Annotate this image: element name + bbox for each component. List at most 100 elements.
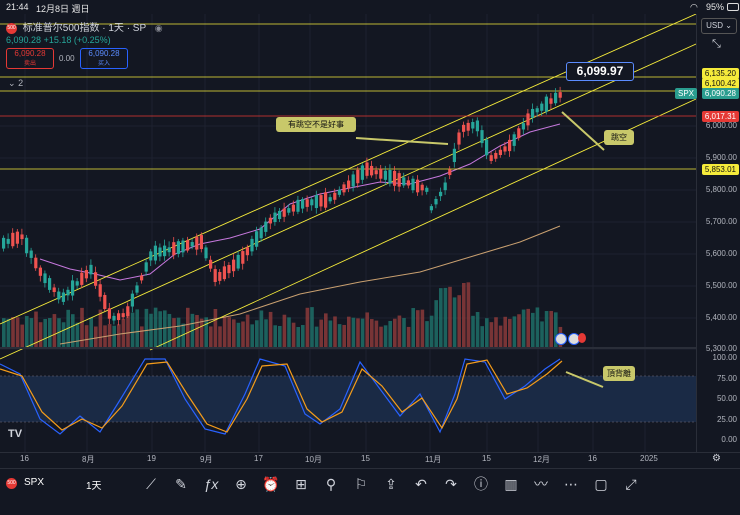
- buy-button[interactable]: 6,090.28 买入: [80, 48, 128, 69]
- time-axis[interactable]: ⚙ 16 8月 19 9月 17 10月 15 11月 15 12月 16 2025: [0, 452, 740, 467]
- eye-icon[interactable]: ◉: [154, 23, 163, 33]
- volume-bar: [98, 309, 103, 347]
- undo-icon[interactable]: ↶: [415, 476, 427, 492]
- symbol-header[interactable]: 500 标准普尔500指数 · 1天 · SP ◉: [6, 19, 306, 35]
- price-axis-label: 5,500.00: [705, 281, 737, 290]
- volume-bar: [245, 314, 250, 347]
- volume-bar: [172, 318, 176, 347]
- candle-body: [57, 291, 61, 300]
- collapse-icon[interactable]: ⤢: [625, 476, 637, 492]
- chart-type-bars-icon[interactable]: ▥: [504, 476, 518, 492]
- candle-body: [360, 165, 364, 180]
- candle-body: [190, 242, 194, 247]
- volume-bar: [38, 322, 43, 347]
- volume-bar: [264, 319, 268, 347]
- indicators-fx-icon[interactable]: ƒx: [203, 476, 219, 492]
- volume-bar: [314, 326, 319, 347]
- candle-body: [167, 247, 171, 253]
- candle-body: [425, 187, 429, 192]
- volume-bar: [34, 311, 38, 347]
- candle-body: [112, 315, 116, 321]
- candle-body: [204, 247, 208, 259]
- share-icon[interactable]: ⇪: [385, 476, 397, 492]
- alarm-clock-icon[interactable]: ⏰: [262, 476, 280, 492]
- candle-body: [75, 281, 79, 286]
- top-divergence-callout[interactable]: 頂背離: [603, 366, 635, 381]
- candle-body: [264, 221, 268, 232]
- volume-bar: [213, 308, 218, 347]
- candle-body: [503, 146, 507, 152]
- volume-bar: [365, 312, 369, 347]
- volume-bar: [383, 325, 388, 347]
- symbol-button[interactable]: SPX: [24, 477, 45, 488]
- candle-body: [301, 199, 305, 209]
- volume-bar: [517, 314, 521, 347]
- price-change: +15.18 (+0.25%): [43, 35, 111, 45]
- candle-body: [508, 139, 512, 152]
- add-icon[interactable]: ⊕: [235, 476, 247, 492]
- candle-body: [29, 250, 33, 258]
- price-chart[interactable]: [0, 14, 696, 452]
- volume-bar: [94, 326, 98, 347]
- sell-button[interactable]: 6,090.28 卖出: [6, 48, 54, 69]
- candle-body: [38, 267, 42, 276]
- candle-body: [535, 108, 539, 113]
- jump-note-callout[interactable]: 跳空: [604, 130, 634, 145]
- gap-note-callout[interactable]: 有跳空不是好事: [276, 117, 356, 132]
- volume-bar: [2, 318, 6, 347]
- fullscreen-icon[interactable]: ▢: [594, 476, 608, 492]
- volume-bar: [457, 295, 461, 347]
- info-icon[interactable]: ⓘ: [474, 476, 488, 492]
- candle-body: [296, 199, 300, 212]
- candle-body: [245, 247, 249, 256]
- candle-body: [126, 306, 130, 316]
- candle-body: [117, 313, 121, 321]
- expand-icon[interactable]: ⤡: [712, 38, 721, 50]
- volume-bar: [508, 318, 512, 347]
- volume-bar: [342, 324, 346, 347]
- brush-tool-icon[interactable]: ✎: [175, 476, 187, 492]
- volume-bar: [117, 324, 121, 347]
- volume-bar: [61, 322, 66, 347]
- price-axis-label: 5,400.00: [705, 313, 737, 322]
- candle-body: [324, 192, 328, 208]
- compare-icon[interactable]: 〰: [534, 476, 548, 492]
- volume-bar: [236, 322, 241, 347]
- candle-body: [48, 278, 52, 290]
- candle-body: [374, 170, 378, 175]
- redo-icon[interactable]: ↷: [445, 476, 457, 492]
- idea-lightbulb-icon[interactable]: ⚐: [354, 476, 368, 492]
- more-options-icon[interactable]: ⋯: [564, 476, 578, 492]
- price-label-annotation[interactable]: 6,099.97: [566, 62, 634, 81]
- currency-selector[interactable]: USD ⌄: [701, 18, 737, 34]
- event-dot-icon[interactable]: [578, 333, 586, 343]
- volume-bar: [287, 317, 291, 347]
- candle-body: [480, 130, 484, 144]
- time-axis-label: 16: [588, 454, 597, 463]
- interval-button[interactable]: 1天: [86, 481, 102, 492]
- volume-bar: [149, 313, 153, 347]
- time-axis-label: 11月: [425, 455, 442, 464]
- spread-value: 0.00: [59, 54, 75, 63]
- trend-line-tool-icon[interactable]: ⟋: [146, 476, 156, 492]
- candle-body: [227, 265, 231, 274]
- volume-bar: [521, 309, 526, 347]
- layout-grid-icon[interactable]: ⊞: [295, 476, 307, 492]
- volume-bar: [255, 320, 259, 347]
- volume-bar: [374, 320, 379, 347]
- price-axis[interactable]: USD ⌄ ⤡ 6,000.00 5,900.00 5,800.00 5,700.00…: [674, 14, 740, 452]
- volume-bar: [512, 316, 517, 347]
- settings-gear-icon[interactable]: ⚙: [712, 453, 721, 464]
- chevron-down-icon: ⌄: [8, 78, 16, 88]
- candle-body: [130, 293, 134, 307]
- event-flag-icon[interactable]: [555, 333, 567, 345]
- volume-bar: [406, 326, 411, 347]
- indicators-toggle[interactable]: ⌄ 2: [8, 78, 23, 89]
- candle-body: [388, 170, 392, 184]
- replay-icon[interactable]: ⚲: [325, 476, 337, 492]
- volume-bar: [25, 315, 29, 347]
- candle-body: [71, 280, 75, 296]
- volume-bar: [209, 326, 213, 347]
- candle-body: [186, 240, 190, 251]
- volume-bar: [163, 310, 167, 347]
